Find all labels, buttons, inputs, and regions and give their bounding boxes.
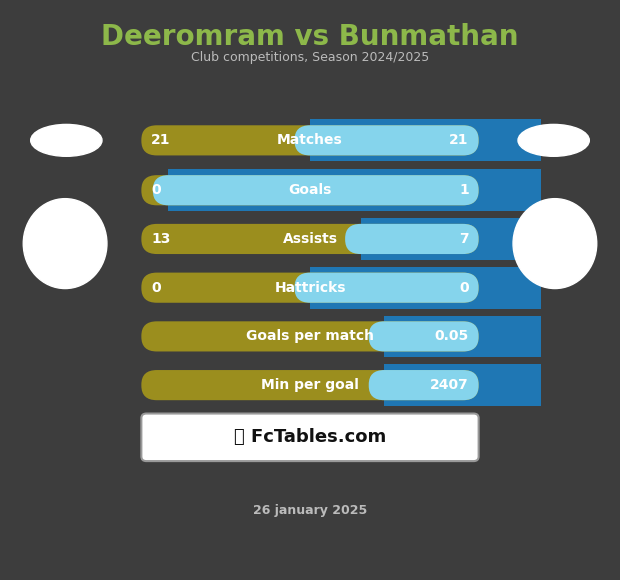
FancyBboxPatch shape [141, 321, 479, 351]
Text: Matches: Matches [277, 133, 343, 147]
FancyBboxPatch shape [141, 224, 479, 254]
Text: Deeromram vs Bunmathan: Deeromram vs Bunmathan [101, 23, 519, 51]
FancyBboxPatch shape [369, 370, 479, 400]
Bar [169, 169, 541, 211]
Text: 0.05: 0.05 [435, 329, 469, 343]
Text: 2407: 2407 [430, 378, 469, 392]
Text: 21: 21 [450, 133, 469, 147]
FancyBboxPatch shape [141, 414, 479, 461]
Bar [384, 364, 541, 406]
FancyBboxPatch shape [345, 224, 479, 254]
Bar [310, 119, 541, 161]
Text: Goals per match: Goals per match [246, 329, 374, 343]
Ellipse shape [513, 198, 596, 289]
Text: 0: 0 [151, 281, 161, 295]
FancyBboxPatch shape [141, 175, 479, 205]
FancyBboxPatch shape [141, 273, 479, 303]
FancyBboxPatch shape [141, 370, 479, 400]
FancyBboxPatch shape [153, 175, 479, 205]
Text: 0: 0 [459, 281, 469, 295]
Text: 26 january 2025: 26 january 2025 [253, 504, 367, 517]
Text: 13: 13 [151, 232, 171, 246]
Ellipse shape [23, 198, 107, 289]
Text: Hattricks: Hattricks [274, 281, 346, 295]
FancyBboxPatch shape [369, 321, 479, 351]
FancyBboxPatch shape [141, 125, 479, 155]
Text: 21: 21 [151, 133, 171, 147]
Text: Goals: Goals [288, 183, 332, 197]
Text: Min per goal: Min per goal [261, 378, 359, 392]
Ellipse shape [31, 125, 102, 156]
Bar [361, 218, 541, 260]
FancyBboxPatch shape [294, 125, 479, 155]
Text: 1: 1 [459, 183, 469, 197]
Text: 0: 0 [151, 183, 161, 197]
Text: 📊 FcTables.com: 📊 FcTables.com [234, 428, 386, 447]
Text: 7: 7 [459, 232, 469, 246]
FancyBboxPatch shape [294, 273, 479, 303]
Bar [384, 316, 541, 357]
Ellipse shape [518, 125, 589, 156]
Text: Assists: Assists [283, 232, 337, 246]
Text: Club competitions, Season 2024/2025: Club competitions, Season 2024/2025 [191, 51, 429, 64]
Bar [310, 267, 541, 309]
